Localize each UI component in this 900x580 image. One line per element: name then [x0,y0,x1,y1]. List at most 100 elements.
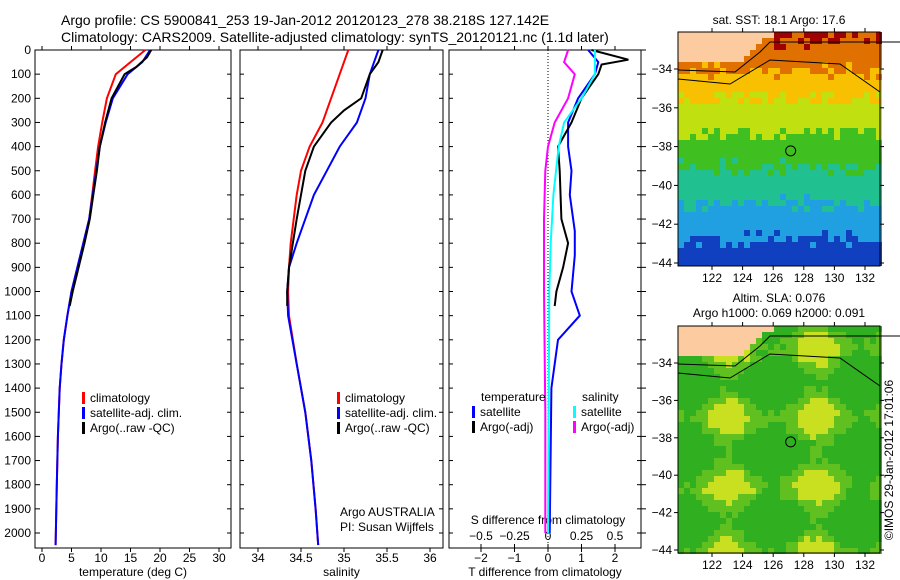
map-cell [840,122,846,128]
map-cell [786,230,792,236]
map-cell [690,218,696,224]
map-cell [822,398,828,404]
map-cell [864,440,870,446]
map-cell [696,194,702,200]
map-cell [828,164,834,170]
map-cell [804,212,810,218]
map-cell [726,146,732,152]
map-cell [852,482,858,488]
map-cell [690,230,696,236]
map-cell [678,68,684,74]
map-cell [846,128,852,134]
map-cell [768,104,774,110]
map-cell [726,50,732,56]
map-cell [804,380,810,386]
map-cell [744,362,750,368]
temperature-legend-swatch [82,407,85,419]
map-cell [720,194,726,200]
map-cell [834,98,840,104]
map-cell [858,332,864,338]
map-cell [864,452,870,458]
map-cell [768,86,774,92]
map-x-tick-label: 124 [733,271,753,285]
map-cell [774,188,780,194]
map-cell [702,212,708,218]
map-cell [828,224,834,230]
map-cell [780,254,786,260]
map-cell [720,44,726,50]
map-cell [792,380,798,386]
map-cell [720,140,726,146]
map-cell [834,548,840,554]
map-cell [726,458,732,464]
map-cell [744,128,750,134]
map-cell [864,404,870,410]
sla-map-cells [678,326,882,554]
map-cell [840,404,846,410]
map-cell [750,224,756,230]
map-cell [768,488,774,494]
map-cell [744,122,750,128]
map-cell [804,32,810,38]
map-cell [828,500,834,506]
map-cell [876,404,882,410]
map-cell [792,242,798,248]
map-y-tick-label: −38 [652,431,673,445]
map-cell [750,416,756,422]
map-cell [852,194,858,200]
map-cell [840,464,846,470]
map-cell [696,410,702,416]
map-cell [798,458,804,464]
map-cell [846,92,852,98]
map-cell [822,362,828,368]
map-cell [726,344,732,350]
map-cell [720,452,726,458]
map-cell [696,398,702,404]
map-cell [762,416,768,422]
map-cell [870,236,876,242]
map-cell [762,206,768,212]
map-cell [750,506,756,512]
map-cell [816,374,822,380]
map-cell [774,260,780,266]
map-cell [840,350,846,356]
map-cell [828,488,834,494]
map-cell [876,98,882,104]
map-cell [756,446,762,452]
map-x-tick-label: 126 [763,271,783,285]
map-cell [810,338,816,344]
map-cell [780,344,786,350]
map-cell [690,116,696,122]
map-cell [768,356,774,362]
map-cell [732,158,738,164]
map-cell [852,146,858,152]
map-cell [858,200,864,206]
map-cell [852,404,858,410]
map-cell [876,428,882,434]
map-cell [702,530,708,536]
map-cell [792,518,798,524]
map-cell [738,248,744,254]
map-cell [834,380,840,386]
map-cell [858,74,864,80]
map-cell [744,62,750,68]
map-cell [708,128,714,134]
map-cell [846,494,852,500]
map-cell [678,452,684,458]
map-cell [750,242,756,248]
map-cell [696,140,702,146]
map-cell [774,548,780,554]
map-cell [738,494,744,500]
map-cell [876,110,882,116]
map-cell [702,116,708,122]
map-cell [738,548,744,554]
map-cell [762,446,768,452]
map-cell [786,386,792,392]
map-cell [750,386,756,392]
map-cell [684,428,690,434]
map-cell [852,494,858,500]
map-cell [858,206,864,212]
map-cell [768,542,774,548]
map-cell [714,392,720,398]
map-cell [840,368,846,374]
